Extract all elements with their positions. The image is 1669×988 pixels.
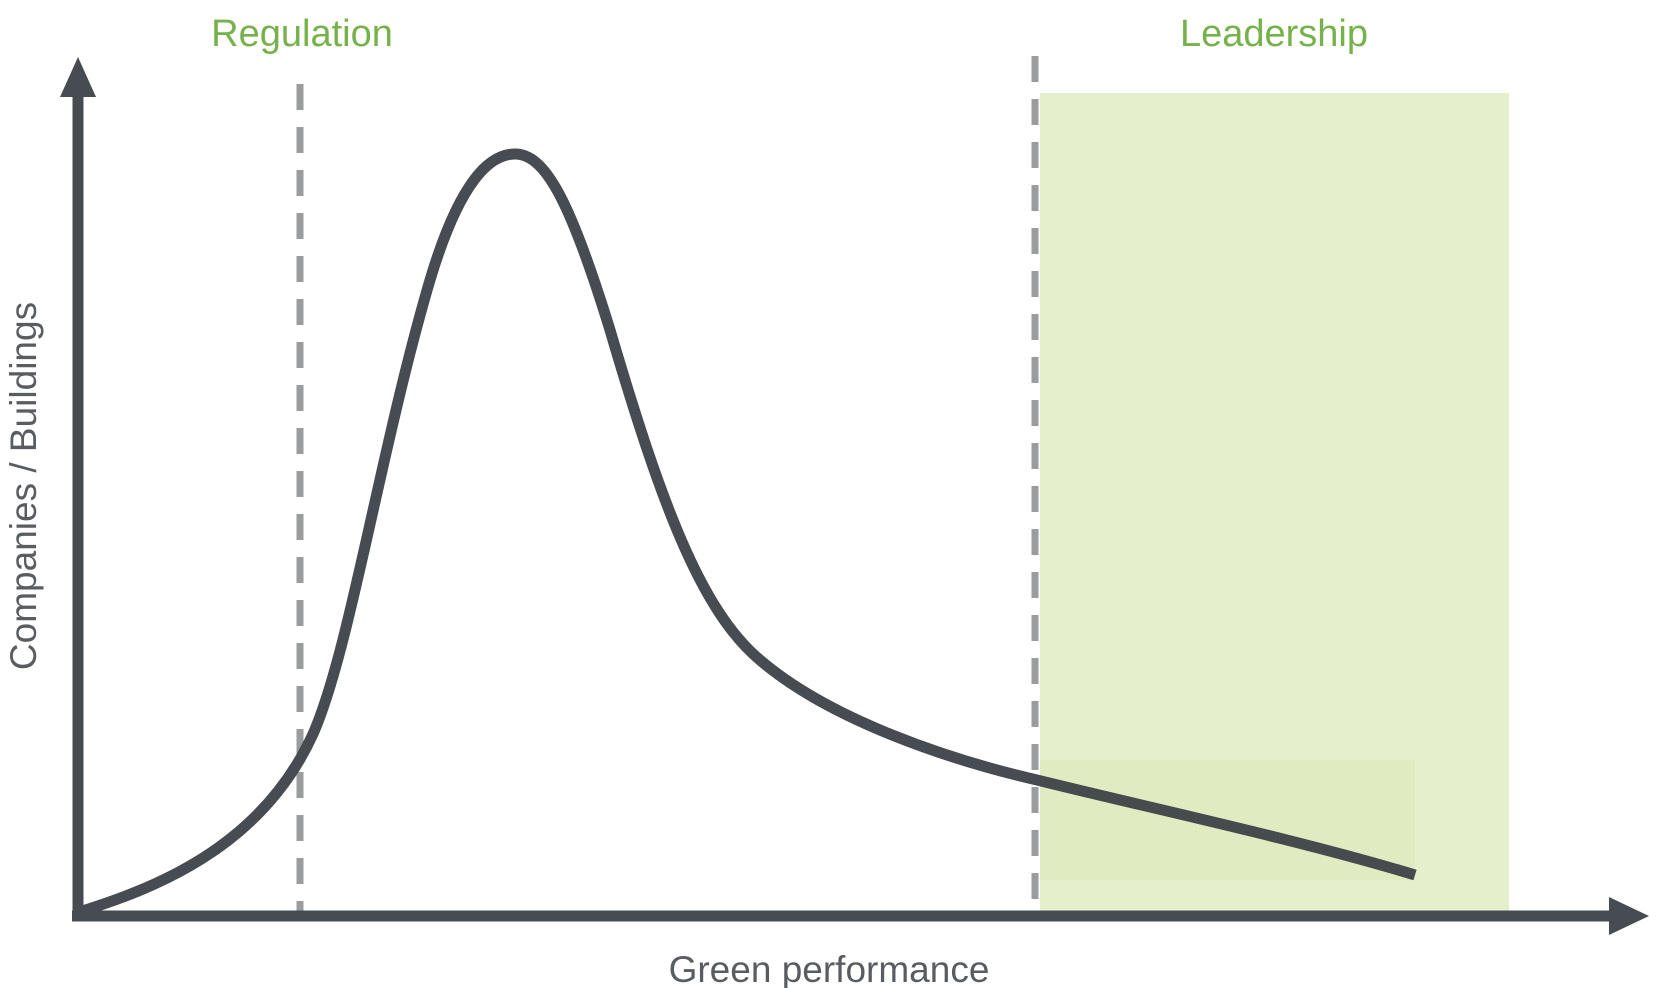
y-axis-arrow — [60, 57, 96, 97]
x-axis-label: Green performance — [669, 949, 990, 988]
distribution-curve — [74, 148, 1417, 919]
y-axis-label: Companies / Buildings — [3, 302, 44, 670]
zone-overlay — [1040, 760, 1415, 880]
zone-label: Leadership — [1180, 13, 1368, 55]
x-axis-arrow — [1609, 897, 1649, 935]
zone-label: Regulation — [211, 13, 393, 55]
